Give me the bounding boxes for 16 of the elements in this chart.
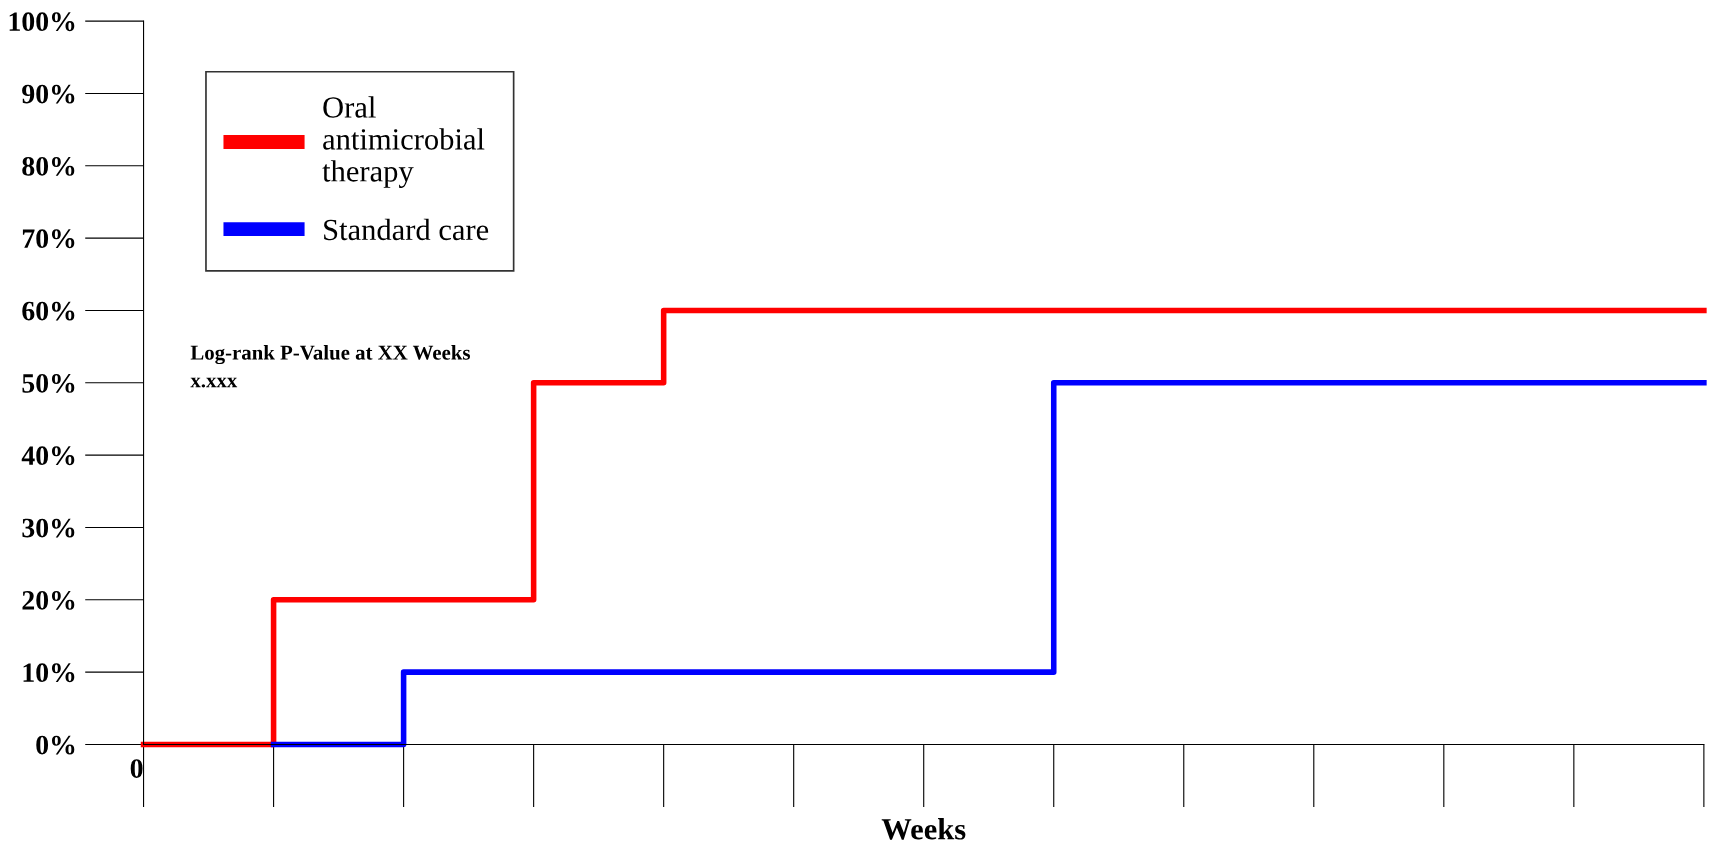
y-tick-label: 60% [22, 301, 75, 321]
y-tick-label: 0% [36, 735, 75, 755]
x-tick-label: 0 [130, 759, 143, 778]
y-tick-label: 40% [21, 446, 75, 466]
x-axis-title: Weeks [881, 818, 966, 840]
legend-label: Oral antimicrobial therapy [322, 96, 485, 188]
y-tick-label: 30% [22, 518, 75, 538]
y-tick-label: 20% [22, 590, 75, 610]
y-tick-label: 70% [22, 229, 75, 249]
y-tick-label: 80% [22, 156, 75, 176]
legend-label: Standard care [324, 218, 489, 241]
y-tick-label: 10% [23, 663, 75, 683]
annotation: Log-rank P-Value at XX Weeks x.xxx [190, 345, 470, 388]
y-tick-label: 100% [9, 12, 75, 32]
y-tick-label: 50% [22, 373, 75, 393]
y-tick-label: 90% [22, 84, 75, 104]
